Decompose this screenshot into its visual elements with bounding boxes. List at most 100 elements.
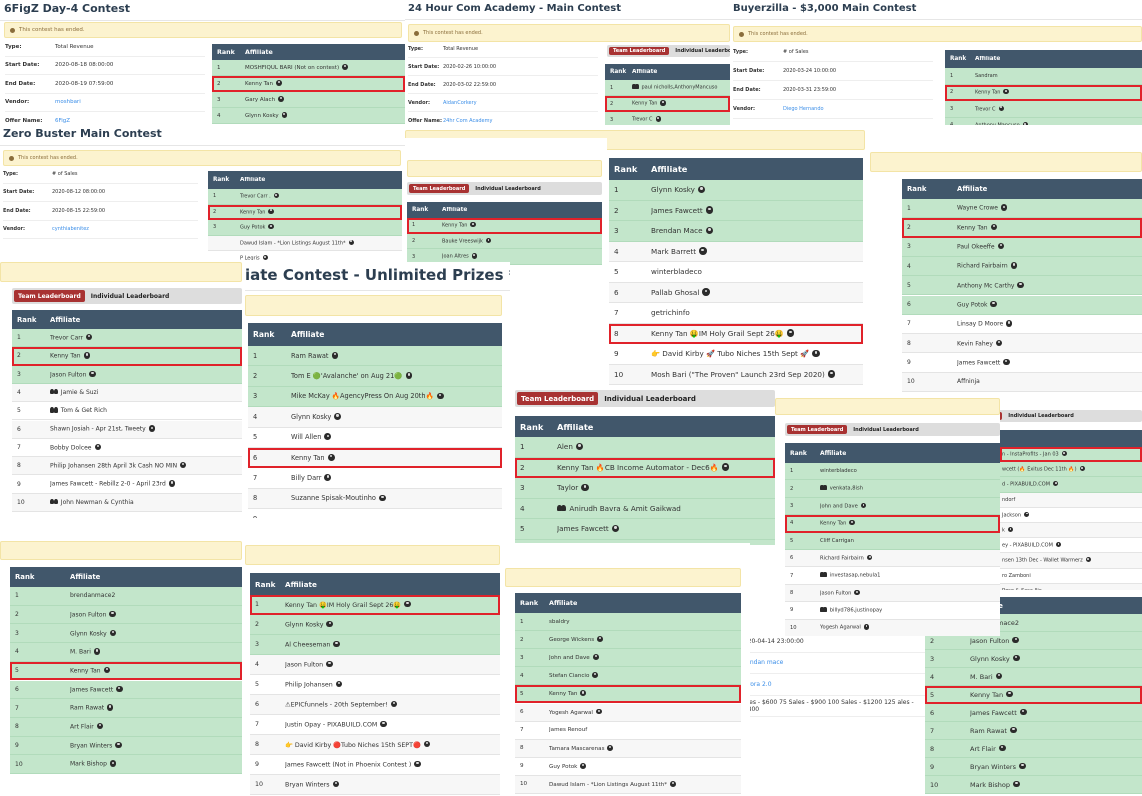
user-profile-icon[interactable] <box>1003 89 1009 95</box>
user-profile-icon[interactable] <box>324 474 332 482</box>
user-profile-icon[interactable] <box>1079 466 1085 472</box>
user-profile-icon[interactable] <box>990 223 997 231</box>
user-profile-icon[interactable] <box>1017 281 1024 288</box>
user-profile-icon[interactable] <box>580 690 587 697</box>
user-profile-icon[interactable] <box>86 333 93 341</box>
tab-team-leaderboard[interactable]: Team Leaderboard <box>409 184 470 193</box>
user-profile-icon[interactable] <box>1012 780 1020 788</box>
user-profile-icon[interactable] <box>854 589 860 596</box>
user-profile-icon[interactable] <box>670 780 676 787</box>
user-profile-icon[interactable] <box>485 237 492 244</box>
user-profile-icon[interactable] <box>995 672 1003 680</box>
user-profile-icon[interactable] <box>702 288 710 296</box>
user-profile-icon[interactable] <box>1003 358 1010 366</box>
user-profile-icon[interactable] <box>611 524 620 533</box>
user-profile-icon[interactable] <box>116 685 123 692</box>
user-profile-icon[interactable] <box>423 740 431 748</box>
user-profile-icon[interactable] <box>333 640 340 648</box>
user-profile-icon[interactable] <box>1019 708 1027 716</box>
user-profile-icon[interactable] <box>812 349 820 358</box>
user-profile-icon[interactable] <box>83 352 90 359</box>
user-profile-icon[interactable] <box>327 453 335 461</box>
user-profile-icon[interactable] <box>592 672 599 679</box>
detail-link[interactable]: brendan mace <box>740 659 784 667</box>
user-profile-icon[interactable] <box>115 741 122 749</box>
tab-individual-leaderboard[interactable]: Individual Leaderboard <box>1008 413 1074 419</box>
user-profile-icon[interactable] <box>1006 690 1013 698</box>
user-profile-icon[interactable] <box>998 744 1006 752</box>
user-profile-icon[interactable] <box>378 494 386 502</box>
detail-link[interactable]: AidanCorkery <box>443 99 477 106</box>
user-profile-icon[interactable] <box>705 226 714 235</box>
detail-link[interactable]: Aurora 2.0 <box>740 680 772 688</box>
detail-link[interactable]: 6FigZ <box>55 117 71 124</box>
user-profile-icon[interactable] <box>860 502 867 509</box>
tab-individual-leaderboard[interactable]: Individual Leaderboard <box>604 394 696 403</box>
user-profile-icon[interactable] <box>592 654 599 661</box>
user-profile-icon[interactable] <box>1053 481 1059 487</box>
user-profile-icon[interactable] <box>1018 762 1026 770</box>
user-profile-icon[interactable] <box>1012 654 1020 662</box>
detail-link[interactable]: moshbari <box>55 99 81 106</box>
user-profile-icon[interactable] <box>148 425 155 432</box>
tab-team-leaderboard[interactable]: Team Leaderboard <box>517 392 599 405</box>
user-profile-icon[interactable] <box>990 300 997 308</box>
user-profile-icon[interactable] <box>342 64 348 70</box>
user-profile-icon[interactable] <box>1055 542 1062 548</box>
tab-individual-leaderboard[interactable]: Individual Leaderboard <box>675 48 730 54</box>
user-profile-icon[interactable] <box>335 680 343 688</box>
user-profile-icon[interactable] <box>168 480 176 487</box>
user-profile-icon[interactable] <box>89 370 96 377</box>
user-profile-icon[interactable] <box>109 629 116 636</box>
user-profile-icon[interactable] <box>581 483 589 492</box>
user-profile-icon[interactable] <box>268 208 274 214</box>
user-profile-icon[interactable] <box>109 760 117 767</box>
user-profile-icon[interactable] <box>348 239 354 245</box>
user-profile-icon[interactable] <box>276 80 282 86</box>
user-profile-icon[interactable] <box>273 193 280 199</box>
user-profile-icon[interactable] <box>324 433 332 441</box>
user-profile-icon[interactable] <box>334 412 342 420</box>
user-profile-icon[interactable] <box>997 243 1004 250</box>
user-profile-icon[interactable] <box>863 624 870 630</box>
user-profile-icon[interactable] <box>596 708 602 715</box>
user-profile-icon[interactable] <box>103 666 110 674</box>
user-profile-icon[interactable] <box>660 100 666 106</box>
user-profile-icon[interactable] <box>580 762 587 769</box>
user-profile-icon[interactable] <box>1007 526 1014 533</box>
user-profile-icon[interactable] <box>326 620 334 628</box>
detail-link[interactable]: Diego Hernando <box>783 106 824 112</box>
user-profile-icon[interactable] <box>94 443 101 451</box>
user-profile-icon[interactable] <box>827 370 836 378</box>
user-profile-icon[interactable] <box>107 704 114 711</box>
user-profile-icon[interactable] <box>1085 557 1091 563</box>
user-profile-icon[interactable] <box>575 442 584 451</box>
user-profile-icon[interactable] <box>471 253 478 259</box>
user-profile-icon[interactable] <box>281 112 288 118</box>
user-profile-icon[interactable] <box>721 463 730 471</box>
user-profile-icon[interactable] <box>414 760 421 768</box>
tab-individual-leaderboard[interactable]: Individual Leaderboard <box>475 185 541 192</box>
user-profile-icon[interactable] <box>180 462 187 469</box>
user-profile-icon[interactable] <box>1000 204 1008 211</box>
user-profile-icon[interactable] <box>607 744 614 751</box>
user-profile-icon[interactable] <box>268 224 274 230</box>
detail-link[interactable]: cynthiabenitez <box>52 226 89 233</box>
user-profile-icon[interactable] <box>849 520 855 526</box>
user-profile-icon[interactable] <box>998 105 1004 111</box>
tab-individual-leaderboard[interactable]: Individual Leaderboard <box>90 292 170 300</box>
user-profile-icon[interactable] <box>390 700 398 708</box>
user-profile-icon[interactable] <box>1061 450 1067 457</box>
user-profile-icon[interactable] <box>597 636 604 642</box>
user-profile-icon[interactable] <box>697 185 706 194</box>
tab-team-leaderboard[interactable]: Team Leaderboard <box>14 290 85 302</box>
user-profile-icon[interactable] <box>995 339 1003 346</box>
user-profile-icon[interactable] <box>866 554 873 561</box>
tab-team-leaderboard[interactable]: Team Leaderboard <box>787 425 848 434</box>
detail-link[interactable]: 24hr Com Academy <box>443 117 493 124</box>
user-profile-icon[interactable] <box>380 720 387 728</box>
user-profile-icon[interactable] <box>96 723 104 730</box>
user-profile-icon[interactable] <box>1024 511 1030 517</box>
user-profile-icon[interactable] <box>93 648 101 655</box>
user-profile-icon[interactable] <box>699 247 707 255</box>
